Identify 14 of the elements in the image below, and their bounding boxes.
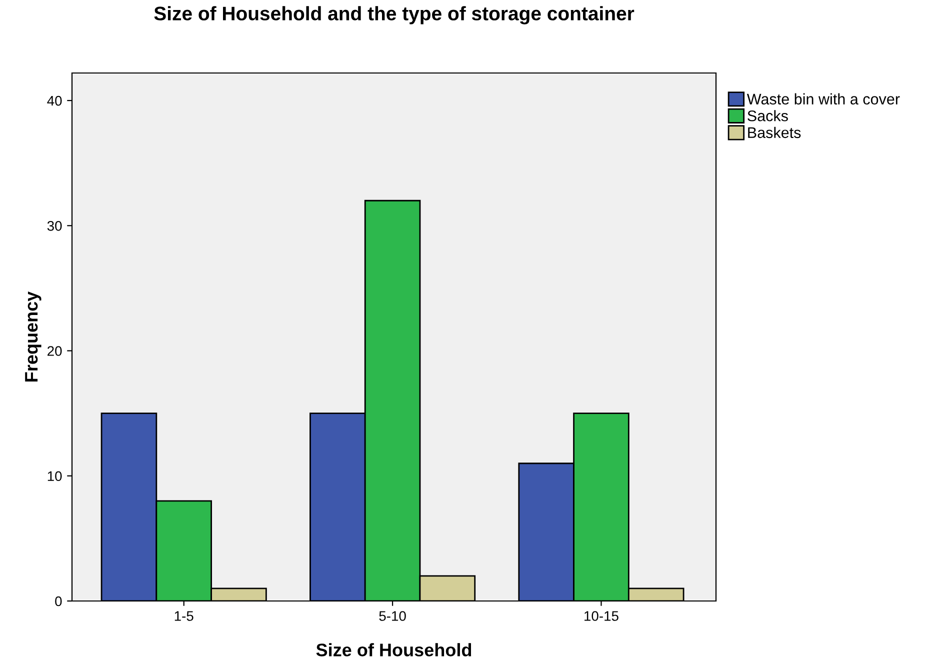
- y-tick-label: 0: [55, 596, 62, 606]
- y-axis-title: Frequency: [25, 291, 42, 382]
- legend-label: Baskets: [748, 126, 801, 138]
- chart-title: Size of Household and the type of storage container: [154, 6, 634, 24]
- x-tick-label: 10-15: [584, 611, 618, 621]
- x-tick-label: 1-5: [174, 611, 194, 621]
- x-tick-label: 5-10: [379, 611, 406, 621]
- y-tick-label: 40: [47, 96, 62, 106]
- legend-label: Sacks: [748, 110, 788, 122]
- y-tick-label: 30: [47, 220, 62, 231]
- y-tick-label: 20: [48, 346, 62, 356]
- x-axis-title: Size of Household: [316, 643, 472, 656]
- legend-label: Waste bin with a cover: [746, 93, 900, 105]
- y-tick-label: 10: [48, 471, 62, 482]
